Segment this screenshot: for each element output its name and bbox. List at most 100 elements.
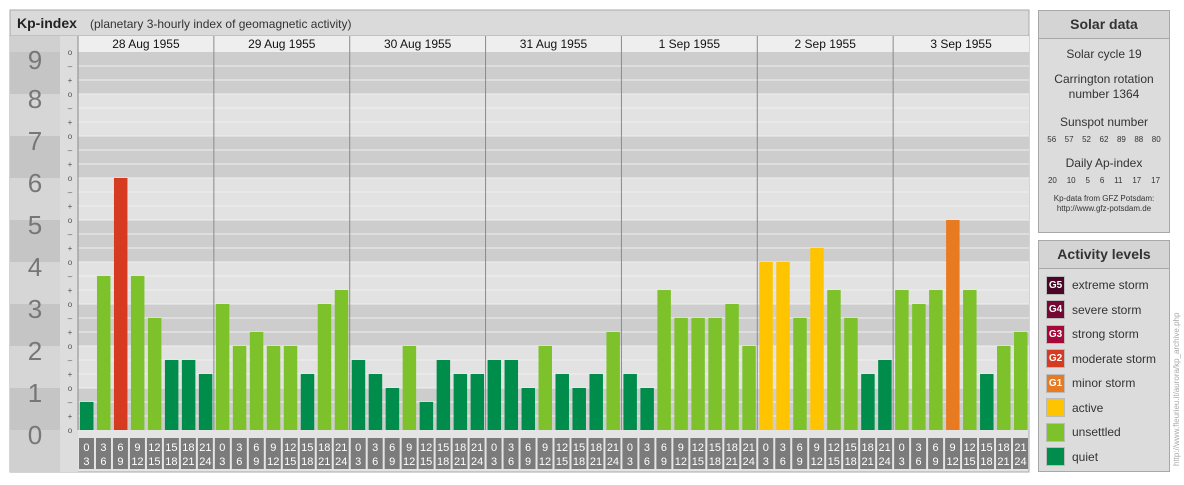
kp-third-marker: + [68,328,73,337]
kp-third-marker: o [68,300,73,309]
interval-end-label: 6 [916,456,922,468]
day-label: 28 Aug 1955 [112,37,180,51]
interval-cell [180,438,196,469]
sunspot-value: 57 [1064,135,1074,144]
interval-cell [860,438,876,469]
y-tick-label: 4 [28,252,42,282]
interval-cell [231,438,247,469]
interval-end-label: 18 [845,456,857,468]
chart-title: Kp-index [17,15,77,31]
kp-bar [963,290,977,430]
interval-cell [520,438,536,469]
interval-end-label: 12 [675,456,687,468]
interval-start-label: 15 [573,442,585,454]
interval-start-label: 6 [661,442,667,454]
y-label-band [10,178,60,220]
interval-cell [605,438,621,469]
interval-start-label: 0 [355,442,361,454]
interval-start-label: 0 [627,442,633,454]
interval-start-label: 3 [236,442,242,454]
interval-start-label: 12 [284,442,296,454]
interval-cell [367,438,383,469]
interval-start-label: 12 [420,442,432,454]
interval-end-label: 18 [709,456,721,468]
kp-third-marker: o [68,90,73,99]
kp-bar [946,220,960,430]
interval-cell [758,438,774,469]
interval-end-label: 15 [420,456,432,468]
y-tick-label: 5 [28,210,42,240]
interval-end-label: 6 [372,456,378,468]
kp-third-marker: o [68,342,73,351]
interval-cell [792,438,808,469]
kp-bar [742,346,756,430]
interval-cell [775,438,791,469]
kp-chart-panel: Kp-index (planetary 3-hourly index of geo… [9,9,1030,473]
solar-data-box: Solar data Solar cycle 19 Carrington rot… [1038,10,1170,233]
kp-third-marker: + [68,160,73,169]
legend-item: quiet [1039,445,1169,470]
interval-start-label: 15 [845,442,857,454]
y-tick-label: 8 [28,84,42,114]
kp-bar [929,290,943,430]
y-tick-label: 6 [28,168,42,198]
interval-start-label: 0 [899,442,905,454]
interval-end-label: 15 [284,456,296,468]
interval-cell [299,438,315,469]
interval-start-label: 21 [607,442,619,454]
y-label-band [10,136,60,178]
interval-start-label: 3 [780,442,786,454]
interval-start-label: 15 [437,442,449,454]
interval-end-label: 12 [946,456,958,468]
kp-third-marker: + [68,118,73,127]
interval-start-label: 6 [117,442,123,454]
y-tick-label: 9 [28,45,42,75]
legend-swatch: G3 [1046,324,1065,344]
interval-start-label: 12 [692,442,704,454]
interval-end-label: 21 [318,456,330,468]
interval-end-label: 24 [471,456,483,468]
interval-cell [452,438,468,469]
sunspot-value: 56 [1047,135,1057,144]
interval-end-label: 3 [355,456,361,468]
kp-bar [555,374,569,430]
day-label: 2 Sep 1955 [795,37,857,51]
kp-third-marker: o [68,132,73,141]
legend-label: moderate storm [1072,351,1157,366]
legend-label: minor storm [1072,376,1136,391]
watermark: http://www.fleurieu.it/aurora/kp_archive… [1172,312,1181,466]
interval-cell [979,438,995,469]
interval-end-label: 9 [389,456,395,468]
kp-bar [232,346,247,430]
interval-start-label: 12 [148,442,160,454]
interval-end-label: 12 [267,456,279,468]
interval-start-label: 12 [556,442,568,454]
day-label: 31 Aug 1955 [520,37,588,51]
interval-start-label: 3 [644,442,650,454]
interval-end-label: 3 [491,456,497,468]
interval-start-label: 21 [743,442,755,454]
interval-end-label: 3 [627,456,633,468]
kp-bar [640,388,654,430]
activity-levels-title: Activity levels [1039,241,1169,269]
interval-start-label: 6 [389,442,395,454]
interval-start-label: 12 [828,442,840,454]
interval-start-label: 0 [763,442,769,454]
interval-end-label: 15 [148,456,160,468]
interval-cell [129,438,145,469]
interval-end-label: 9 [797,456,803,468]
y-label-band [10,220,60,262]
interval-start-label: 6 [525,442,531,454]
interval-end-label: 12 [811,456,823,468]
kp-bar [793,317,807,430]
interval-start-label: 21 [1014,442,1026,454]
interval-end-label: 6 [780,456,786,468]
kp-bar [521,388,536,430]
kp-third-marker: o [68,48,73,57]
interval-end-label: 12 [539,456,551,468]
interval-start-label: 3 [508,442,514,454]
kp-bar [606,332,620,430]
day-label: 30 Aug 1955 [384,37,452,51]
interval-end-label: 24 [607,456,619,468]
interval-cell [894,438,910,469]
